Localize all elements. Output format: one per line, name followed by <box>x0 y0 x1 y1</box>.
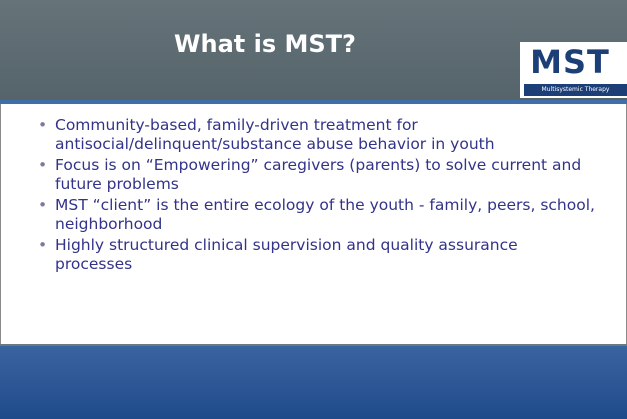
bullet: Highly structured clinical supervision a… <box>38 236 598 274</box>
bullet: MST “client” is the entire ecology of th… <box>38 196 598 234</box>
bullet: Community-based, family-driven treatment… <box>38 116 598 154</box>
header-rule <box>0 100 627 104</box>
logo-mark: MST <box>530 43 610 81</box>
bullet-list: Community-based, family-driven treatment… <box>38 116 598 276</box>
bullet: Focus is on “Empowering” caregivers (par… <box>38 156 598 194</box>
slide-title: What is MST? <box>174 30 356 58</box>
logo: MST Multisystemic Therapy <box>520 42 627 98</box>
footer-band <box>0 344 627 419</box>
logo-subtitle: Multisystemic Therapy <box>524 84 627 96</box>
